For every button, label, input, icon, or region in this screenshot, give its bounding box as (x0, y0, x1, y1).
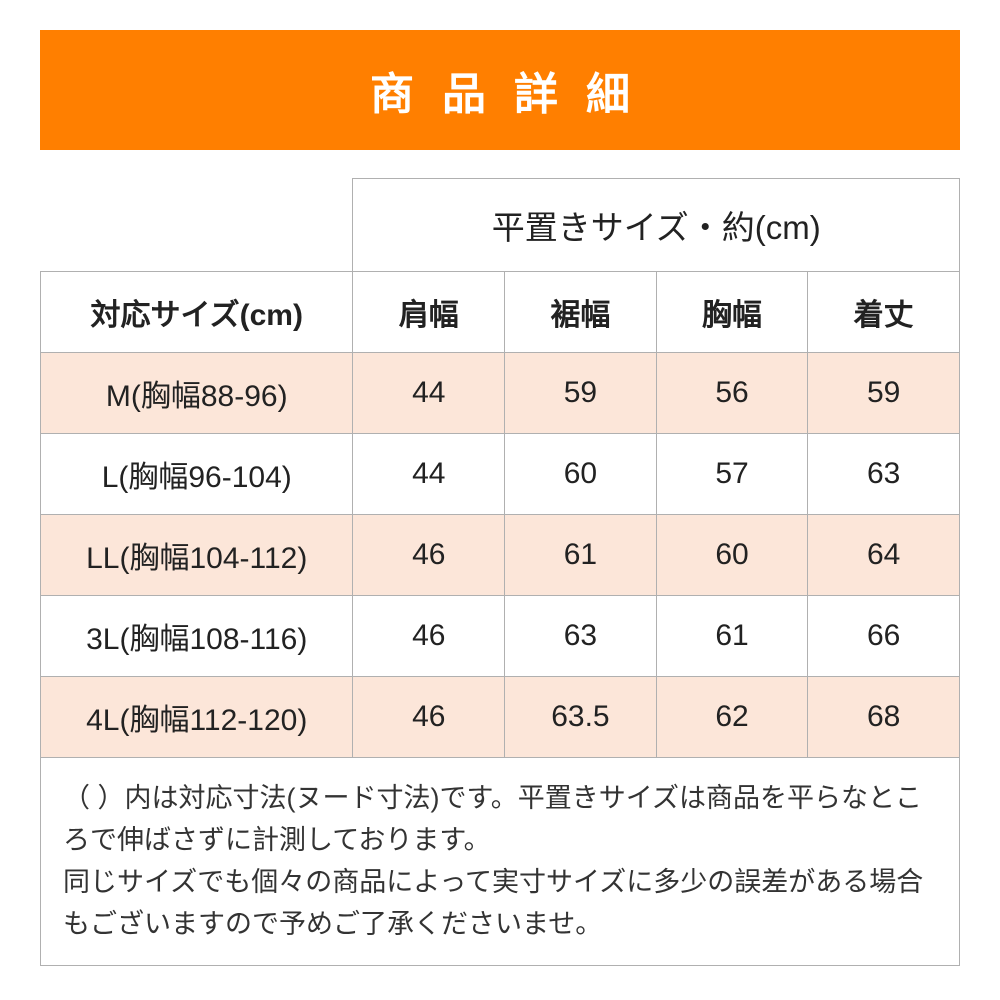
table-row: L(胸幅96-104)44605763 (41, 434, 960, 515)
cell: 44 (353, 434, 505, 515)
cell: 61 (656, 596, 808, 677)
row-label: M(胸幅88-96) (41, 353, 353, 434)
col-header: 胸幅 (656, 272, 808, 353)
cell: 59 (505, 353, 657, 434)
blank-corner (41, 179, 353, 272)
cell: 63 (505, 596, 657, 677)
table-footnote: （ ）内は対応寸法(ヌード寸法)です。平置きサイズは商品を平らなところで伸ばさず… (41, 758, 960, 966)
table-row: 3L(胸幅108-116)46636166 (41, 596, 960, 677)
col-header: 着丈 (808, 272, 960, 353)
cell: 44 (353, 353, 505, 434)
table-row: LL(胸幅104-112)46616064 (41, 515, 960, 596)
cell: 46 (353, 677, 505, 758)
row-header-title: 対応サイズ(cm) (41, 272, 353, 353)
cell: 59 (808, 353, 960, 434)
cell: 60 (505, 434, 657, 515)
row-label: L(胸幅96-104) (41, 434, 353, 515)
table-row: M(胸幅88-96)44595659 (41, 353, 960, 434)
cell: 63 (808, 434, 960, 515)
cell: 64 (808, 515, 960, 596)
table-body: M(胸幅88-96)44595659L(胸幅96-104)44605763LL(… (41, 353, 960, 758)
cell: 61 (505, 515, 657, 596)
page-title: 商品詳細 (40, 30, 960, 150)
cell: 68 (808, 677, 960, 758)
cell: 46 (353, 515, 505, 596)
cell: 57 (656, 434, 808, 515)
cell: 63.5 (505, 677, 657, 758)
col-header: 裾幅 (505, 272, 657, 353)
column-spanner: 平置きサイズ・約(cm) (353, 179, 960, 272)
row-label: 4L(胸幅112-120) (41, 677, 353, 758)
table-row: 4L(胸幅112-120)4663.56268 (41, 677, 960, 758)
cell: 56 (656, 353, 808, 434)
cell: 66 (808, 596, 960, 677)
col-header: 肩幅 (353, 272, 505, 353)
cell: 62 (656, 677, 808, 758)
cell: 60 (656, 515, 808, 596)
size-table: 平置きサイズ・約(cm) 対応サイズ(cm) 肩幅 裾幅 胸幅 着丈 M(胸幅8… (40, 178, 960, 966)
row-label: 3L(胸幅108-116) (41, 596, 353, 677)
cell: 46 (353, 596, 505, 677)
row-label: LL(胸幅104-112) (41, 515, 353, 596)
